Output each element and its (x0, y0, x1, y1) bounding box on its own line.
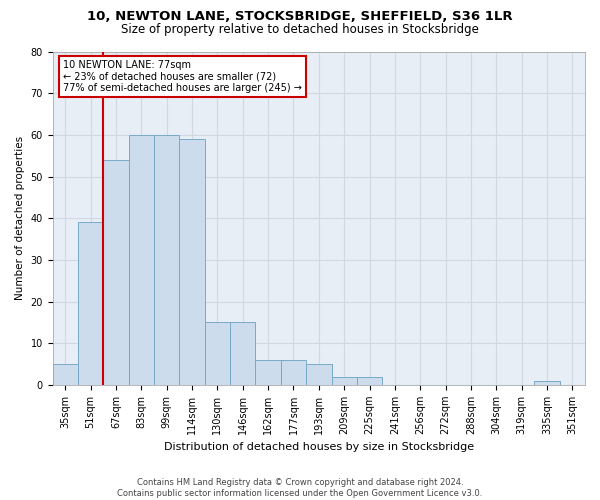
Bar (78, 222, 103, 385)
Bar (281, 360, 306, 385)
Text: Contains HM Land Registry data © Crown copyright and database right 2024.
Contai: Contains HM Land Registry data © Crown c… (118, 478, 482, 498)
Bar (357, 376, 382, 385)
Bar (103, 160, 129, 385)
Bar (256, 360, 281, 385)
Bar (306, 364, 332, 385)
X-axis label: Distribution of detached houses by size in Stocksbridge: Distribution of detached houses by size … (164, 442, 474, 452)
Bar (205, 322, 230, 385)
Text: 10 NEWTON LANE: 77sqm
← 23% of detached houses are smaller (72)
77% of semi-deta: 10 NEWTON LANE: 77sqm ← 23% of detached … (63, 60, 302, 93)
Bar (154, 135, 179, 385)
Bar (230, 322, 256, 385)
Text: 10, NEWTON LANE, STOCKSBRIDGE, SHEFFIELD, S36 1LR: 10, NEWTON LANE, STOCKSBRIDGE, SHEFFIELD… (87, 10, 513, 23)
Bar (53, 364, 78, 385)
Bar (129, 135, 154, 385)
Y-axis label: Number of detached properties: Number of detached properties (15, 136, 25, 300)
Bar (535, 381, 560, 385)
Bar (332, 376, 357, 385)
Text: Size of property relative to detached houses in Stocksbridge: Size of property relative to detached ho… (121, 22, 479, 36)
Bar (179, 139, 205, 385)
